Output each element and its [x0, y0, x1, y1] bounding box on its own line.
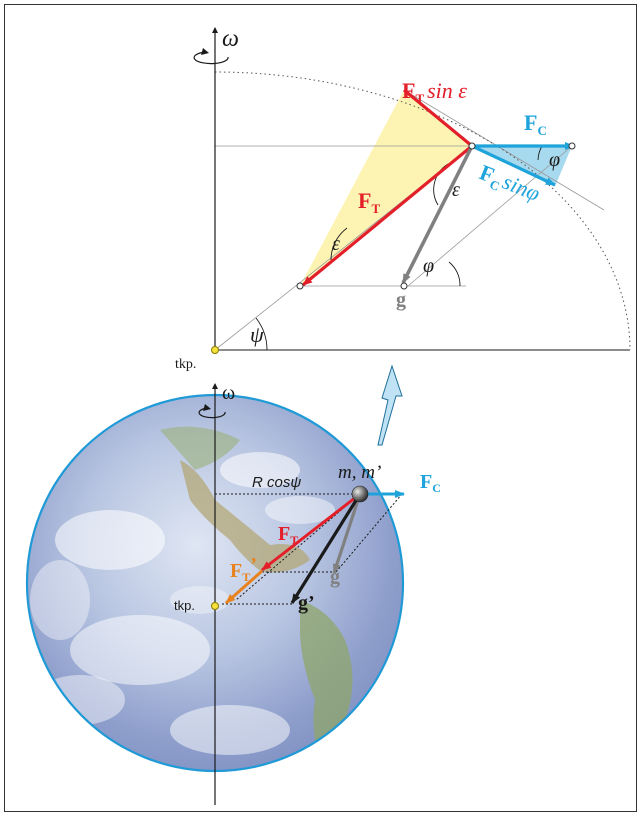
helper-diagonal: [407, 145, 573, 287]
center-label-top: tkp.: [175, 357, 196, 372]
F-T-sin-eps-label: FT sin ε: [402, 78, 467, 106]
eps-label-lower: ε: [332, 233, 340, 255]
bottom-diagram: ω R cosψ m, m’ FC FT FT’ g g’ tkp.: [25, 382, 441, 805]
phi-arc-lower: [448, 261, 461, 287]
g-label-bottom: g: [330, 566, 340, 588]
F-C-label: FC: [524, 110, 547, 138]
F-T-prime-vector: [225, 569, 263, 605]
psi-arc: [255, 317, 268, 351]
yellow-triangle: [300, 90, 472, 286]
g-label-top: g: [396, 289, 406, 311]
F-C-sin-phi-vector: [471, 144, 556, 187]
phi-label-upper: φ: [549, 149, 560, 171]
center-label-bottom: tkp.: [174, 598, 195, 613]
F-C-label-bottom: FC: [420, 471, 441, 495]
hollow-arrow-icon: [377, 364, 403, 446]
F-T-tip-point: [296, 282, 304, 290]
F-T-prime-label: FT’: [230, 554, 257, 584]
rotation-arrow-icon: [198, 404, 226, 419]
g-vector: [401, 145, 474, 284]
F-C-tip-point: [568, 142, 576, 150]
eps-label-upper: ε: [452, 179, 460, 201]
g-prime-vector: [290, 493, 362, 604]
figure-frame: [4, 4, 637, 812]
center-point-bottom: [211, 602, 219, 610]
eps-arc-lower: [330, 227, 348, 261]
omega-label-top: ω: [222, 26, 239, 52]
mass-label: m, m’: [338, 462, 381, 483]
g-vector-bottom: [332, 493, 362, 574]
tangent-line: [403, 89, 605, 211]
F-T-sin-eps-line: [402, 88, 474, 148]
phi-label-lower: φ: [423, 255, 434, 277]
F-T-label-bottom: FT: [278, 523, 298, 547]
psi-label: ψ: [250, 322, 264, 347]
F-T-vector: [301, 144, 474, 287]
omega-label-bottom: ω: [222, 382, 235, 404]
parallelogram-side: [335, 493, 403, 573]
F-T-label-top: FT: [358, 188, 380, 216]
rotation-arrow-icon: [193, 48, 229, 65]
g-prime-label: g’: [298, 592, 315, 614]
mass-ball: [351, 485, 369, 503]
blue-triangle: [472, 146, 572, 184]
radius-dotted: [235, 493, 361, 601]
mass-point: [468, 142, 476, 150]
R-cos-psi-label: R cosψ: [252, 474, 301, 491]
top-diagram: ω FT sin ε FC FCsinφ FT φ φ ε ε g ψ tkp.: [175, 26, 631, 372]
center-point-top: [211, 346, 219, 354]
g-tip-point: [400, 282, 408, 290]
F-T-vector-bottom: [261, 492, 361, 572]
